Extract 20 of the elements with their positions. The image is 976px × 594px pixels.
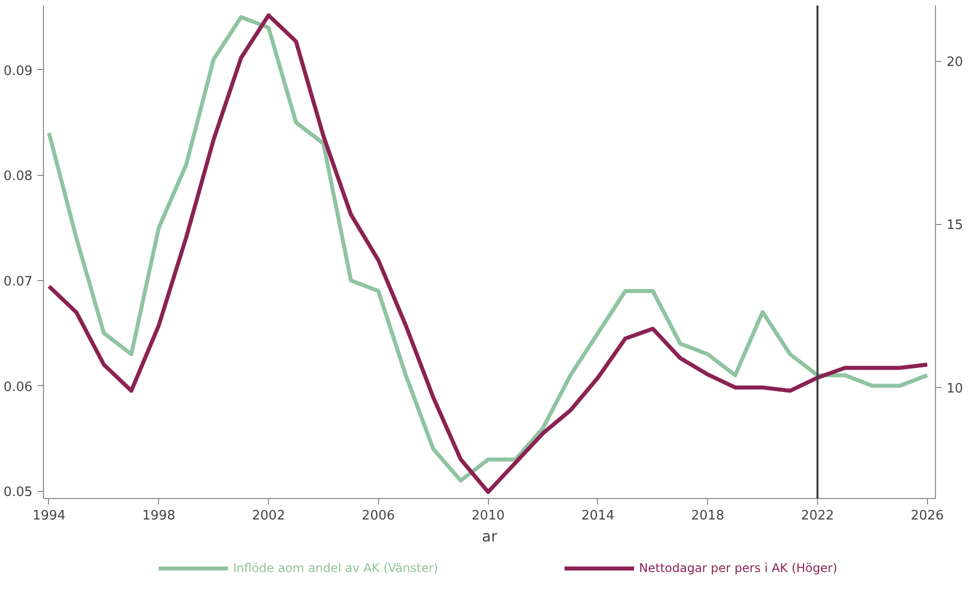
y2-tick-label: 15 xyxy=(946,218,964,234)
x-tick-label: 1998 xyxy=(142,508,176,524)
x-tick-label: 2010 xyxy=(472,508,505,524)
y-tick-label: 0.09 xyxy=(4,64,33,79)
x-tick-label: 2022 xyxy=(800,508,834,524)
y2-tick-label: 20 xyxy=(946,55,964,70)
y-tick-label: 0.06 xyxy=(4,380,33,395)
y2-tick-label: 10 xyxy=(946,381,964,396)
text: Inflöde aom andel av AK (Vänster) xyxy=(233,561,438,575)
y-tick-label: 0.05 xyxy=(4,485,33,500)
x-tick-label: 2018 xyxy=(691,508,724,524)
text: Nettodagar per pers i AK (Höger) xyxy=(639,561,838,575)
x-tick-label: 1994 xyxy=(32,508,66,524)
x-tick-label: 2006 xyxy=(362,508,395,524)
y-tick-label: 0.07 xyxy=(4,274,33,290)
x-tick-label: 2014 xyxy=(581,508,614,524)
x-axis-title: ar xyxy=(482,528,498,546)
x-tick-label: 2026 xyxy=(910,508,944,524)
y-tick-label: 0.08 xyxy=(4,169,33,184)
x-tick-label: 2002 xyxy=(252,508,286,524)
